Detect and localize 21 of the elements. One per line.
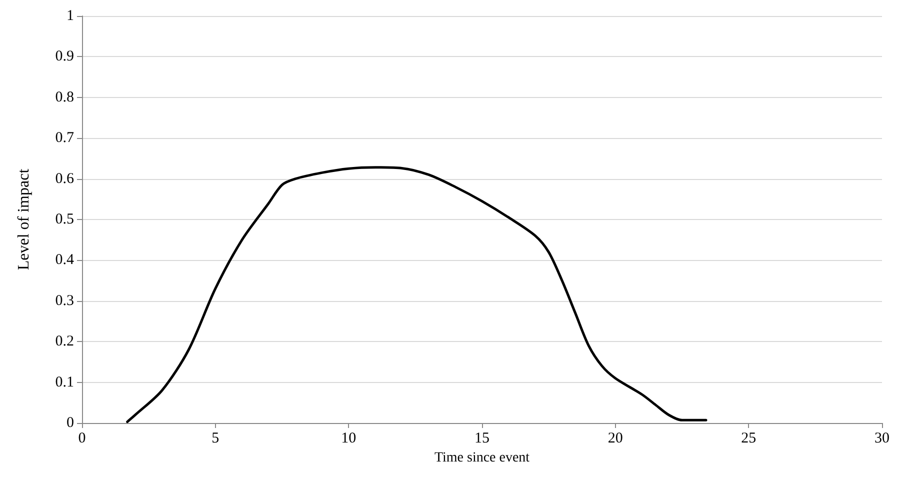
y-tick-label: 1 [66,8,74,24]
x-tick-label: 25 [741,430,756,446]
x-tick-label: 10 [341,430,356,446]
y-tick-label: 0.5 [55,212,74,228]
x-tick-label: 15 [474,430,490,446]
y-tick-label: 0.2 [55,334,74,350]
y-tick-label: 0.3 [55,292,74,309]
x-tick-label: 5 [212,430,220,446]
y-tick-label: 0.1 [55,374,74,390]
x-tick-label: 20 [608,430,623,446]
x-tick-label: 30 [874,430,890,446]
x-axis-title: Time since event [434,450,530,466]
y-tick-label: 0.6 [55,170,74,187]
x-tick-label: 0 [78,430,86,446]
y-tick-label: 0.9 [55,48,74,65]
y-axis-title: Level of impact [16,168,32,270]
y-tick-label: 0.7 [55,130,74,146]
line-series [126,166,708,424]
y-tick-label: 0 [66,415,74,431]
y-tick-label: 0.4 [55,252,74,268]
y-tick-label: 0.8 [55,89,74,106]
